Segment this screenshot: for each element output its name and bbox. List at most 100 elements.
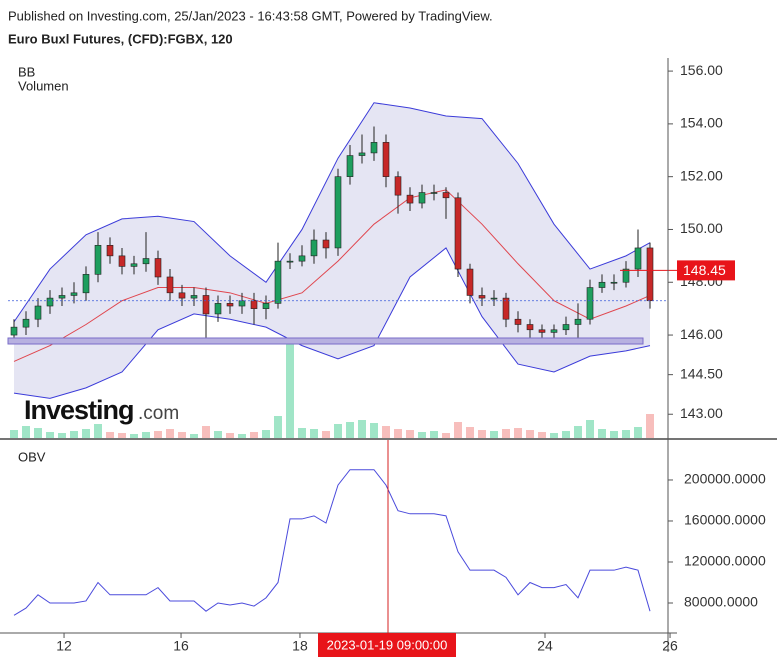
crosshair-label: 2023-01-19 09:00:00 <box>327 637 448 652</box>
candle-body <box>274 260 282 304</box>
volume-bar <box>226 433 234 438</box>
volume-bar <box>142 432 150 438</box>
pane-title: OBV <box>18 449 46 464</box>
volume-bar <box>178 432 186 438</box>
volume-bar <box>490 431 498 438</box>
candle-body <box>22 318 30 328</box>
watermark-brand: Investing <box>24 395 134 425</box>
volume-bar <box>274 416 282 438</box>
candle-body <box>478 295 486 299</box>
volume-bar <box>82 429 90 438</box>
volume-bar <box>238 434 246 438</box>
x-tick-label: 26 <box>662 638 678 654</box>
volume-bar <box>550 433 558 438</box>
volume-bar <box>190 434 198 438</box>
y-tick-label: 154.00 <box>680 115 723 131</box>
volume-bar <box>358 420 366 438</box>
obv-line <box>13 469 651 616</box>
y-tick-label: 120000.0000 <box>684 553 766 569</box>
y-tick-label: 156.00 <box>680 62 723 78</box>
volume-bar <box>514 428 522 438</box>
y-tick-label: 200000.0000 <box>684 471 766 487</box>
volume-bar <box>310 429 318 438</box>
y-tick-label: 150.00 <box>680 220 723 236</box>
volume-bar <box>634 427 642 438</box>
indicator-label: BB <box>18 64 35 79</box>
instrument-title: Euro Buxl Futures, (CFD):FGBX, 120 <box>8 31 233 46</box>
candle-body <box>610 281 618 284</box>
candle-body <box>262 303 270 309</box>
candle-body <box>190 295 198 299</box>
volume-bar <box>586 420 594 438</box>
volume-bar <box>46 432 54 438</box>
candle-body <box>586 287 594 320</box>
bb-area <box>14 102 650 399</box>
y-tick-label: 152.00 <box>680 167 723 183</box>
candle-body <box>214 303 222 315</box>
candle-body <box>118 255 126 267</box>
candle-body <box>370 142 378 154</box>
volume-bar <box>286 343 294 438</box>
candle-body <box>286 260 294 263</box>
volume-bar <box>346 422 354 438</box>
volume-bar <box>166 429 174 438</box>
y-tick-label: 143.00 <box>680 405 723 421</box>
volume-bar <box>526 430 534 438</box>
candle-body <box>514 318 522 325</box>
y-tick-label: 160000.0000 <box>684 512 766 528</box>
x-tick-label: 12 <box>56 638 72 654</box>
candle-body <box>142 258 150 265</box>
candle-body <box>238 300 246 307</box>
volume-bar <box>406 430 414 438</box>
y-tick-label: 146.00 <box>680 326 723 342</box>
candle-body <box>298 255 306 262</box>
volume-bar <box>298 428 306 438</box>
y-tick-label: 80000.0000 <box>684 594 758 610</box>
candle-body <box>382 142 390 177</box>
volume-bar <box>130 434 138 438</box>
candle-body <box>166 276 174 294</box>
candle-body <box>394 176 402 196</box>
volume-bar <box>538 432 546 438</box>
candle-body <box>82 274 90 294</box>
volume-bar <box>622 430 630 438</box>
volume-bar <box>454 422 462 438</box>
y-tick-label: 144.50 <box>680 365 723 381</box>
candle-body <box>538 329 546 333</box>
candle-body <box>106 245 114 257</box>
candle-body <box>94 245 102 275</box>
candle-body <box>502 297 510 320</box>
candle-body <box>346 155 354 177</box>
volume-bar <box>10 430 18 438</box>
volume-bar <box>442 433 450 438</box>
candle-body <box>574 318 582 325</box>
obv-pane <box>13 469 673 638</box>
volume-bar <box>94 424 102 438</box>
volume-bar <box>22 426 30 438</box>
candle-body <box>130 263 138 267</box>
candle-body <box>646 247 654 302</box>
candle-body <box>310 239 318 257</box>
candle-body <box>154 258 162 278</box>
candle-body <box>226 303 234 307</box>
volume-bar <box>262 430 270 438</box>
last-price-label: 148.45 <box>683 262 726 278</box>
bb-line <box>13 189 651 362</box>
volume-bar <box>646 414 654 438</box>
volume-bar <box>322 431 330 438</box>
candle-body <box>250 300 258 309</box>
candle-body <box>58 295 66 299</box>
volume-bar <box>334 424 342 438</box>
volume-bar <box>598 429 606 438</box>
volume-bar <box>202 426 210 438</box>
candle-body <box>562 324 570 331</box>
candle-body <box>178 292 186 299</box>
candle-body <box>622 268 630 283</box>
candle-body <box>70 292 78 296</box>
volume-bar <box>478 430 486 438</box>
volume-bar <box>106 432 114 438</box>
bb-line <box>13 247 651 399</box>
volume-bar <box>58 433 66 438</box>
candle-body <box>358 152 366 156</box>
